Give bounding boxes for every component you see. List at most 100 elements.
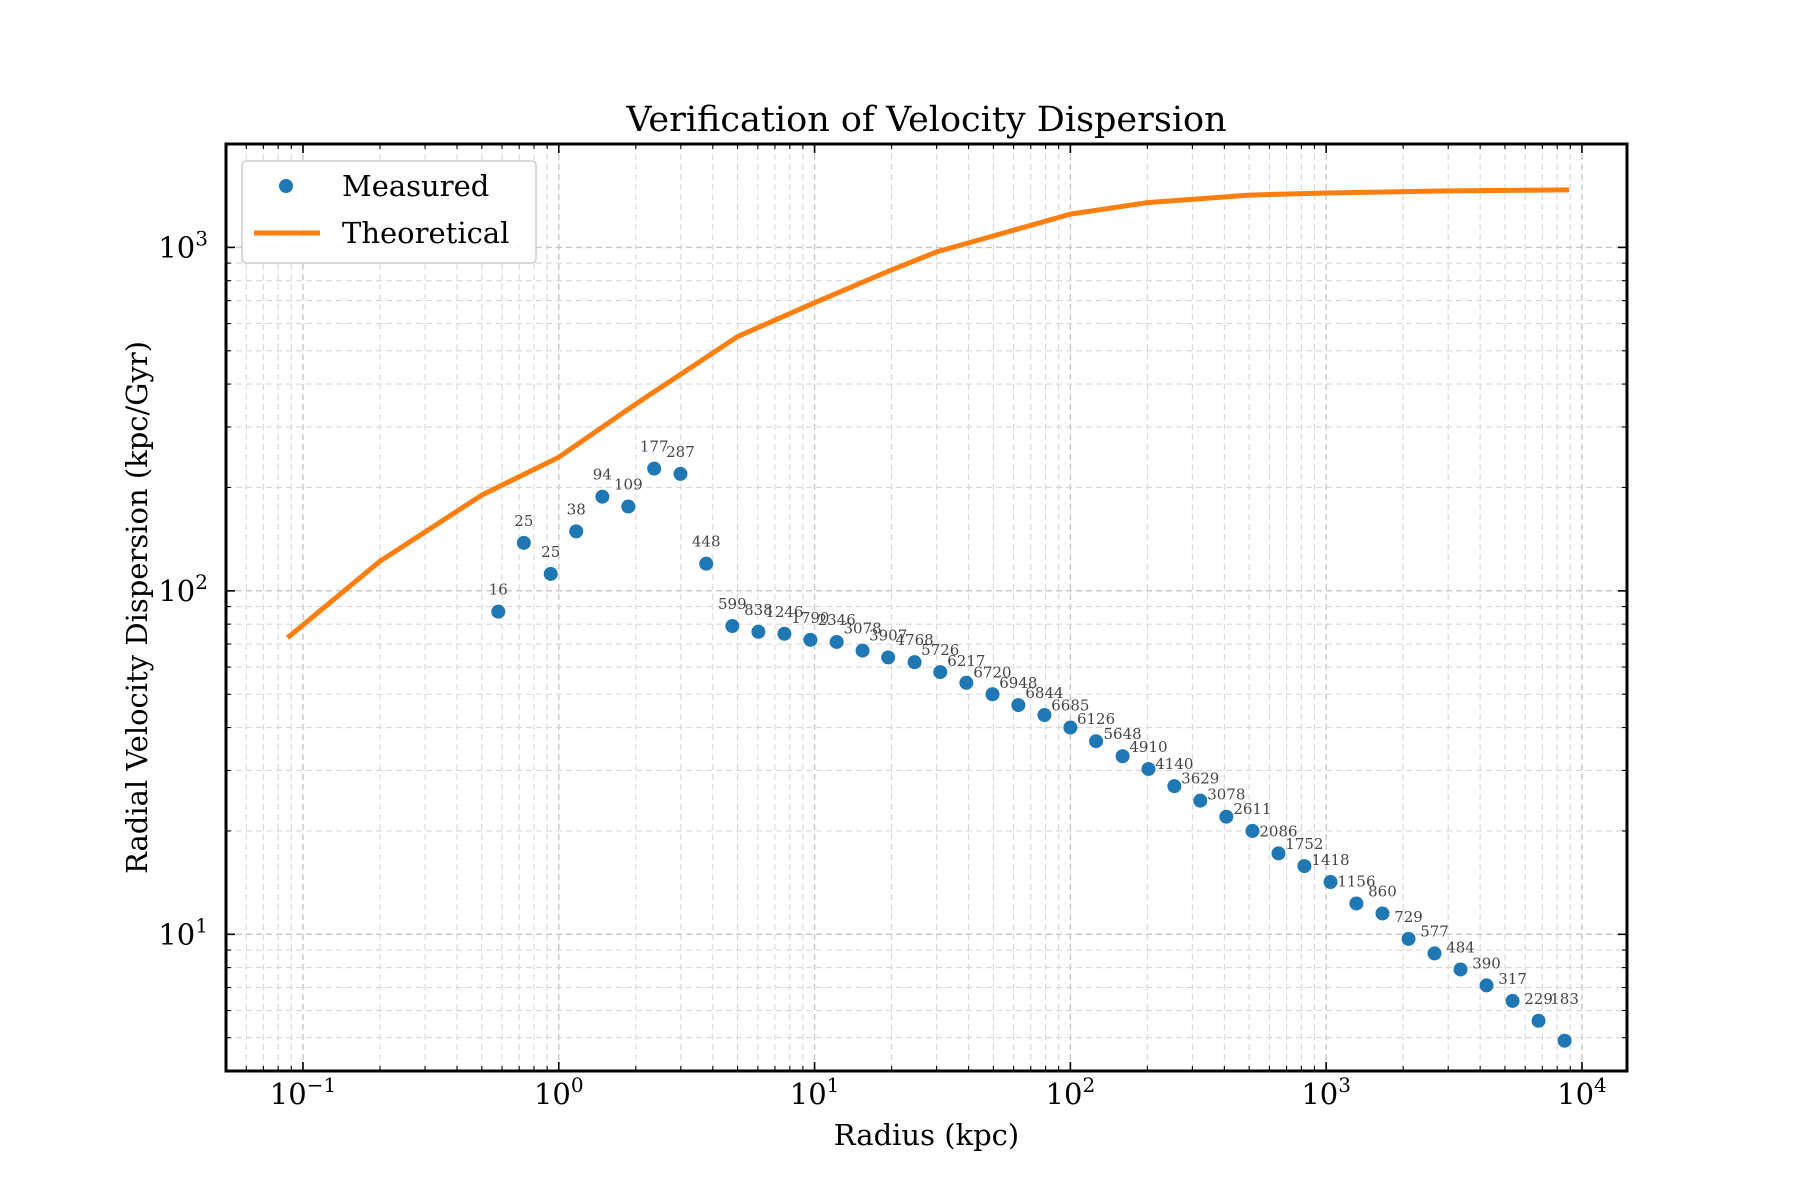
point-annotation: 6217 [947, 652, 985, 670]
point-annotation: 6126 [1077, 710, 1115, 728]
legend-box [241, 160, 537, 264]
measured-point [751, 624, 766, 639]
measured-point [621, 499, 636, 514]
y-axis-label: Radial Velocity Dispersion (kpc/Gyr) [120, 341, 154, 874]
point-annotation: 577 [1420, 922, 1449, 940]
measured-point [1141, 761, 1156, 776]
measured-point [1505, 993, 1520, 1008]
point-annotation: 6720 [973, 663, 1011, 681]
measured-point [855, 643, 870, 658]
point-annotation: 390 [1472, 954, 1501, 972]
measured-point [803, 632, 818, 647]
point-annotation: 1752 [1285, 835, 1323, 853]
measured-point [1401, 931, 1416, 946]
measured-point [1375, 906, 1390, 921]
measured-point [1063, 720, 1078, 735]
point-annotation: 229 [1524, 990, 1553, 1008]
legend-marker-measured [279, 179, 293, 193]
measured-point [569, 524, 584, 539]
measured-point [725, 619, 740, 634]
point-annotation: 4910 [1129, 738, 1167, 756]
measured-point [1297, 859, 1312, 874]
point-annotation: 1156 [1337, 872, 1375, 890]
theoretical-curve [285, 187, 1570, 640]
point-annotation: 6948 [999, 674, 1037, 692]
point-annotation: 838 [744, 601, 773, 619]
point-annotation: 2086 [1259, 822, 1297, 840]
measured-point [1271, 846, 1286, 861]
measured-point [1115, 749, 1130, 764]
measured-point [829, 634, 844, 649]
point-annotation: 3078 [1207, 786, 1245, 804]
point-annotation: 317 [1498, 970, 1527, 988]
point-annotation: 25 [514, 512, 533, 530]
measured-point [1479, 978, 1494, 993]
x-tick-label: 10−1 [270, 1073, 336, 1111]
series-layer [285, 187, 1572, 1048]
point-annotation: 729 [1394, 908, 1423, 926]
point-annotation: 5726 [921, 641, 959, 659]
measured-point [1323, 875, 1338, 890]
point-annotation: 4140 [1155, 755, 1193, 773]
x-tick-label: 100 [534, 1073, 584, 1111]
measured-point [1245, 823, 1260, 838]
measured-point [1531, 1013, 1546, 1028]
x-tick-label: 103 [1301, 1073, 1351, 1111]
measured-point [699, 556, 714, 571]
measured-point [777, 626, 792, 641]
measured-point [1089, 734, 1104, 749]
point-annotation: 38 [567, 500, 586, 518]
measured-point [959, 675, 974, 690]
point-annotation: 6844 [1025, 684, 1063, 702]
measured-point [1349, 896, 1364, 911]
point-annotation: 109 [614, 476, 643, 494]
point-annotation: 1418 [1311, 851, 1349, 869]
point-annotation: 599 [718, 595, 747, 613]
point-annotation: 16 [489, 581, 508, 599]
measured-point [516, 535, 531, 550]
measured-point [1193, 793, 1208, 808]
point-annotation: 2346 [818, 611, 856, 629]
point-annotation: 448 [692, 533, 721, 551]
point-annotation: 25 [541, 543, 560, 561]
measured-point [543, 566, 558, 581]
point-annotation: 1790 [791, 609, 829, 627]
point-annotation: 183 [1550, 990, 1579, 1008]
point-annotation: 1246 [765, 603, 803, 621]
measured-point [1037, 708, 1052, 723]
point-annotation: 287 [666, 443, 695, 461]
legend-label: Theoretical [342, 216, 509, 250]
x-tick-label: 104 [1557, 1073, 1607, 1111]
point-annotation: 3907 [869, 626, 907, 644]
point-annotation: 4768 [895, 631, 933, 649]
point-annotation: 6685 [1051, 697, 1089, 715]
labels-layer: 10−1 100 101 102 103 104 101 102 103 16 25 25 38 9410… [158, 226, 1606, 1111]
measured-point [907, 655, 922, 670]
x-tick-label: 101 [790, 1073, 840, 1111]
point-annotation: 5648 [1103, 725, 1141, 743]
measured-point [647, 461, 662, 476]
legend: Measured Theoretical [241, 160, 537, 264]
point-annotation: 94 [593, 466, 612, 484]
measured-point [673, 466, 688, 481]
y-tick-label: 103 [158, 226, 208, 264]
point-annotation: 484 [1446, 938, 1475, 956]
measured-point [933, 665, 948, 680]
y-tick-label: 102 [158, 570, 208, 608]
measured-point [985, 687, 1000, 702]
measured-point [1167, 779, 1182, 794]
point-annotation: 177 [640, 438, 669, 456]
plot-frame [224, 142, 1629, 1073]
point-annotation: 3629 [1181, 770, 1219, 788]
point-annotation: 2611 [1233, 800, 1271, 818]
x-axis-label: Radius (kpc) [834, 1118, 1019, 1152]
measured-point [595, 489, 610, 504]
point-annotation: 3078 [843, 620, 881, 638]
measured-point [881, 650, 896, 665]
measured-point [1219, 809, 1234, 824]
measured-point [1453, 962, 1468, 977]
y-tick-label: 101 [158, 913, 208, 951]
measured-point [491, 604, 506, 619]
